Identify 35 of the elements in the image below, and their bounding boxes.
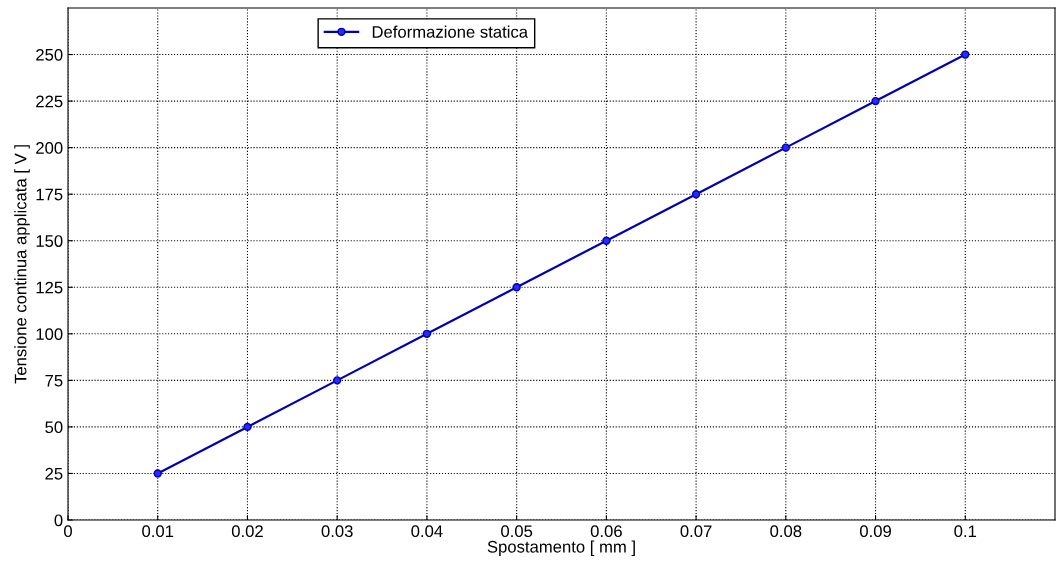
y-tick-label: 0 — [54, 514, 63, 527]
x-tick-label: 0.06 — [590, 525, 622, 538]
y-tick-label: 250 — [36, 48, 63, 61]
point — [602, 236, 611, 245]
y-tick-label: 200 — [36, 142, 63, 154]
x-tick-label: 0.09 — [859, 525, 891, 538]
point — [781, 143, 790, 152]
x-tick-label: 0.1 — [954, 525, 977, 538]
y-tick-label: 150 — [36, 235, 63, 247]
x-axis-title: Spostamento [ mm ] — [487, 540, 635, 556]
point — [333, 376, 342, 385]
y-tick-label: 25 — [45, 467, 63, 480]
x-tick-label: 0.04 — [411, 525, 443, 538]
point — [871, 96, 880, 106]
point — [691, 190, 701, 199]
x-tick-label: 0.05 — [501, 525, 533, 538]
point — [153, 469, 162, 478]
point — [243, 422, 252, 432]
point — [512, 283, 521, 292]
x-tick-label: 0.07 — [680, 525, 712, 538]
x-tick-label: 0 — [64, 525, 72, 538]
legend-label: Deformazione statica — [372, 25, 529, 38]
y-axis-title: Tensione continua applicata [ V ] — [14, 145, 30, 384]
point — [961, 50, 970, 59]
point — [422, 329, 432, 338]
y-tick-label: 75 — [45, 374, 63, 387]
y-tick-label: 100 — [36, 328, 63, 341]
x-tick-label: 0.01 — [142, 525, 174, 538]
y-tick-label: 125 — [36, 281, 63, 294]
x-tick-label: 0.03 — [321, 525, 353, 538]
y-tick-label: 175 — [36, 188, 63, 201]
y-tick-label: 225 — [36, 95, 63, 108]
x-tick-label: 0.02 — [231, 525, 263, 538]
x-tick-label: 0.08 — [770, 525, 802, 538]
y-tick-label: 50 — [45, 421, 63, 434]
